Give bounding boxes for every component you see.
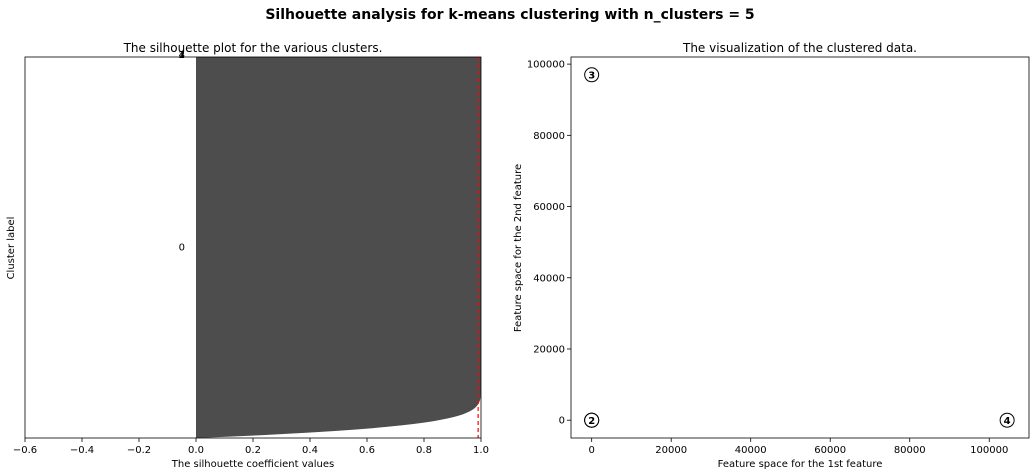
center-label: 4: [1004, 416, 1011, 427]
scatter-x-ticks: 0 20000 40000 60000 80000 100000: [588, 438, 1008, 456]
center-marker: [999, 412, 1015, 428]
x-tick-label: 0.2: [245, 445, 261, 456]
y-tick-label: 60000: [533, 202, 565, 213]
silhouette-y-label: Cluster label: [6, 217, 17, 280]
x-tick-label: 0.8: [416, 445, 432, 456]
x-tick-label: 80000: [894, 445, 926, 456]
scatter-plot-title: The visualization of the clustered data.: [682, 41, 917, 55]
y-tick-label: 0: [559, 416, 565, 427]
silhouette-x-label: The silhouette coefficient values: [171, 459, 335, 470]
x-tick-label: 0.4: [302, 445, 318, 456]
x-tick-label: −0.6: [13, 445, 37, 456]
x-tick-label: −0.2: [127, 445, 151, 456]
y-tick-label: 40000: [533, 273, 565, 284]
x-tick-label: 20000: [655, 445, 687, 456]
y-tick-label: 20000: [533, 344, 565, 355]
cluster-label-1: 1: [179, 50, 185, 61]
silhouette-plot-title: The silhouette plot for the various clus…: [123, 41, 383, 55]
x-tick-label: −0.4: [70, 445, 94, 456]
x-tick-label: 0.6: [359, 445, 375, 456]
center-label: 2: [588, 416, 595, 427]
scatter-y-ticks: 0 20000 40000 60000 80000 100000: [527, 60, 571, 427]
silhouette-plot: The silhouette plot for the various clus…: [6, 41, 489, 470]
cluster-scatter-plot: The visualization of the clustered data.…: [513, 41, 1030, 470]
cluster-label-3: 3: [179, 50, 185, 61]
silhouette-fill-cluster-0: [196, 57, 481, 438]
x-tick-label: 100000: [970, 445, 1008, 456]
cluster-label-2: 2: [179, 50, 185, 61]
scatter-x-label: Feature space for the 1st feature: [718, 459, 883, 470]
y-tick-label: 100000: [527, 60, 565, 71]
scatter-y-label: Feature space for the 2nd feature: [513, 164, 524, 332]
x-tick-label: 0: [588, 445, 594, 456]
center-marker: [584, 67, 600, 83]
cluster-center-2: 2: [584, 412, 600, 428]
y-tick-label: 80000: [533, 131, 565, 142]
x-tick-label: 0.0: [188, 445, 204, 456]
silhouette-fills: [196, 57, 481, 438]
x-tick-label: 40000: [735, 445, 767, 456]
cluster-label-0: 0: [179, 243, 185, 254]
center-label: 3: [588, 71, 595, 82]
x-tick-label: 1.0: [473, 445, 489, 456]
cluster-label-4: 4: [179, 50, 185, 61]
cluster-center-3: 3: [584, 67, 600, 83]
x-tick-label: 60000: [814, 445, 846, 456]
cluster-center-4: 4: [999, 412, 1015, 428]
scatter-plot-frame: [570, 56, 1030, 439]
silhouette-x-ticks: −0.6 −0.4 −0.2 0.0 0.2 0.4 0.6 0.8 1.0: [13, 438, 489, 456]
figure-suptitle: Silhouette analysis for k-means clusteri…: [265, 7, 754, 23]
center-marker: [584, 412, 600, 428]
